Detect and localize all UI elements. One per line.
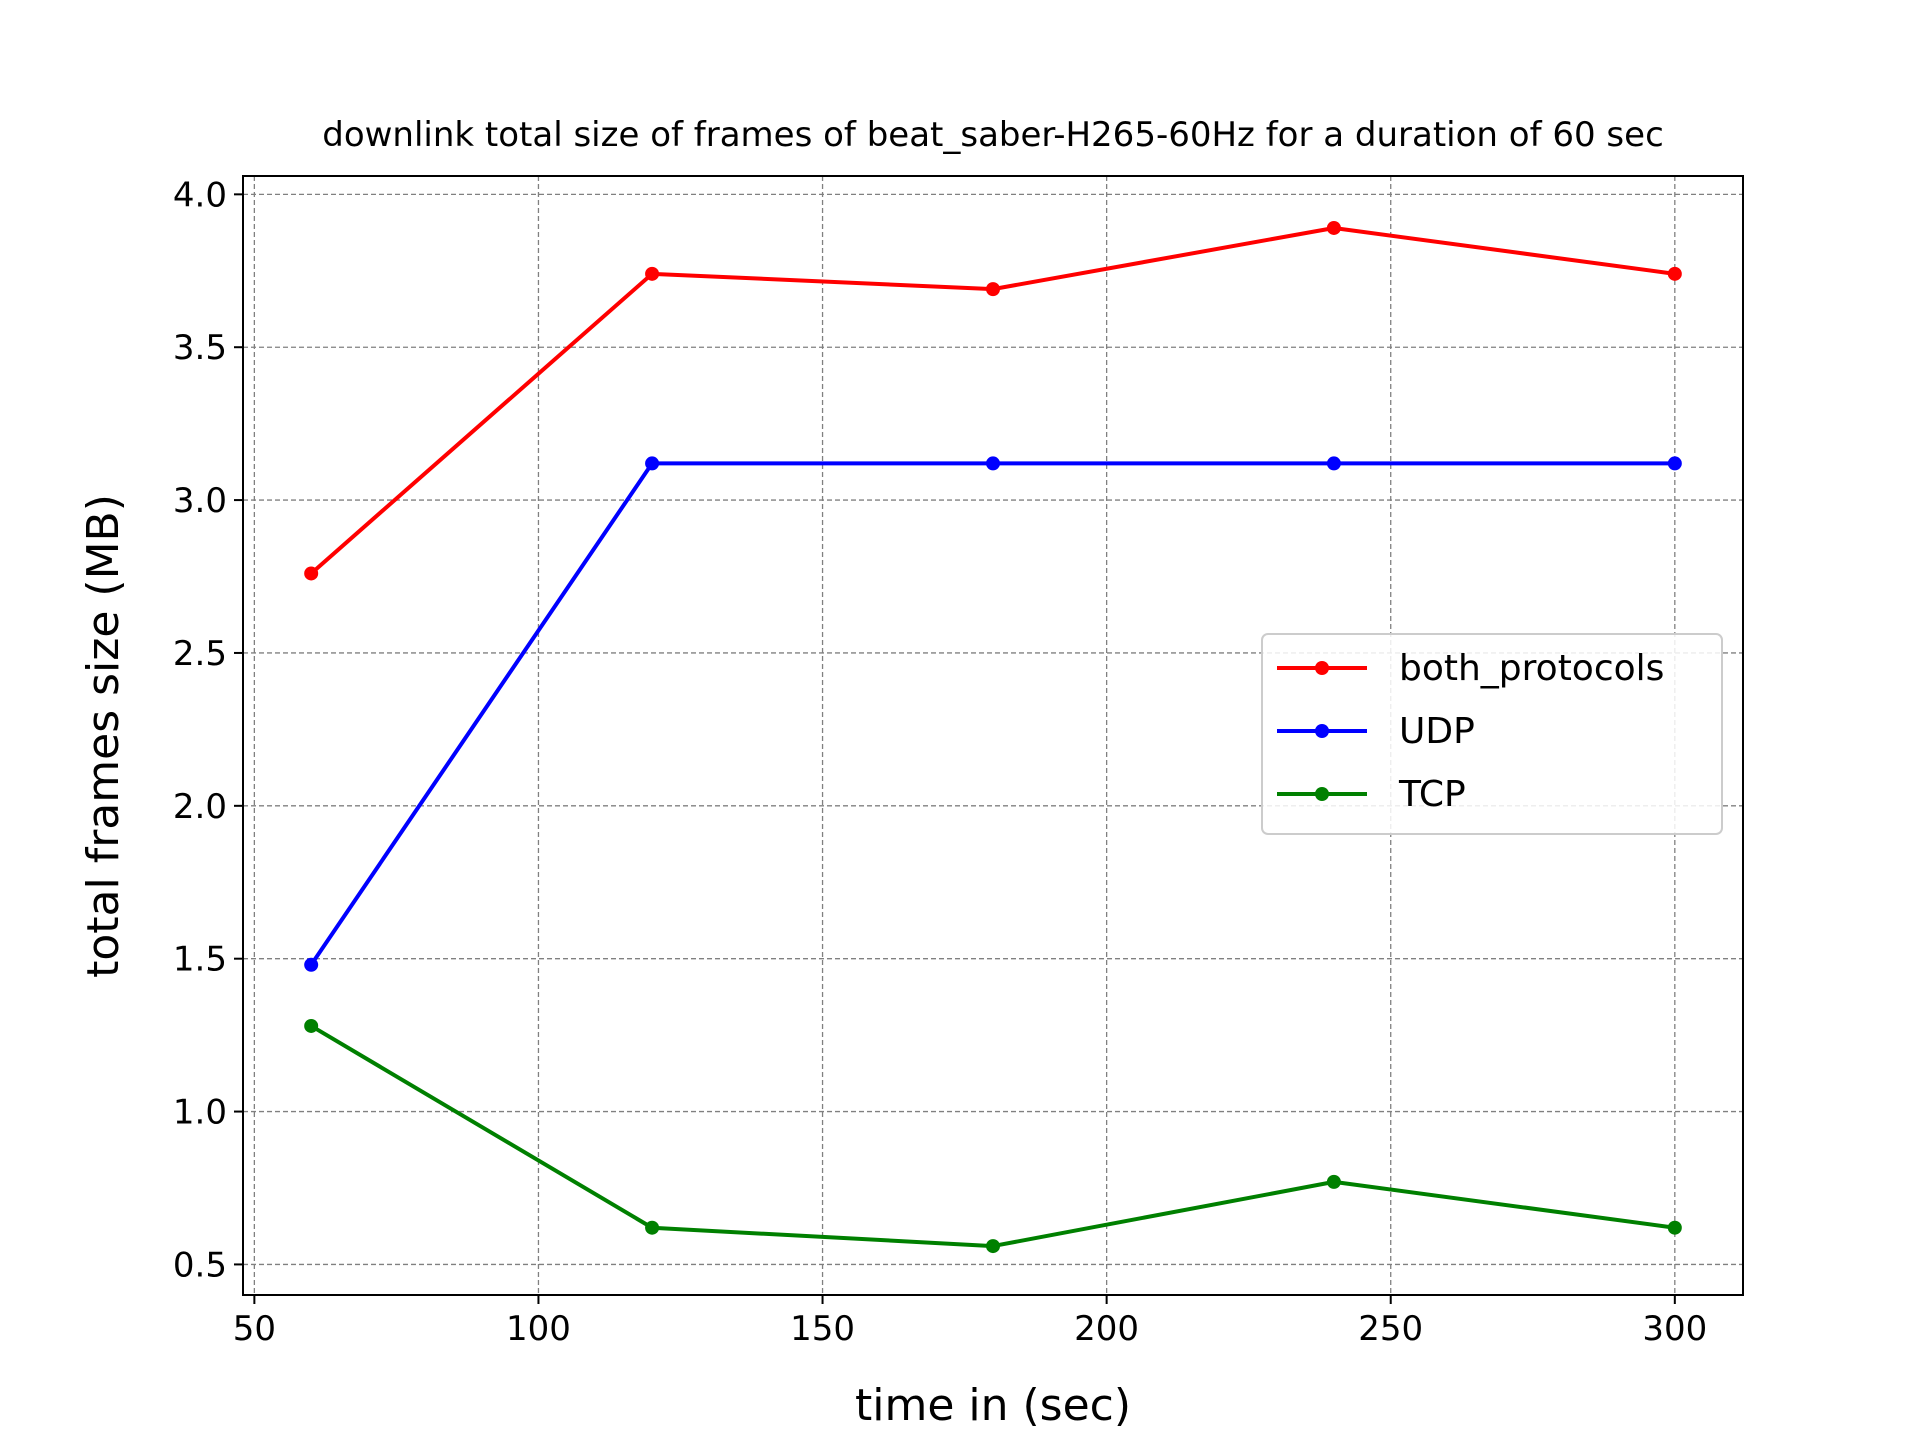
- y-axis-label: total frames size (MB): [78, 494, 129, 978]
- legend-swatch-marker: [1315, 661, 1329, 675]
- series-tcp: [304, 1018, 1682, 1254]
- data-point: [645, 266, 660, 281]
- x-axis-label: time in (sec): [855, 1380, 1131, 1431]
- legend-swatch-marker: [1315, 724, 1329, 738]
- data-point: [304, 566, 319, 581]
- legend-box: [1261, 633, 1723, 835]
- legend-item: both_protocols: [1277, 648, 1664, 689]
- series-udp: [304, 456, 1682, 972]
- x-tick-label: 300: [1642, 1309, 1707, 1349]
- data-point: [1326, 456, 1341, 471]
- y-tick-label: 2.5: [173, 634, 227, 674]
- y-tick-label: 4.0: [173, 175, 227, 215]
- y-tick-label: 3.5: [173, 328, 227, 368]
- data-point: [986, 456, 1000, 471]
- legend-item: UDP: [1277, 711, 1475, 752]
- y-tick-label: 3.0: [173, 481, 227, 521]
- data-point: [1326, 220, 1341, 235]
- data-point: [1667, 456, 1682, 471]
- axis-ticks: 50 100 150 200 250 300 0.5 1.0 1.5 2.0 2.5 3.0 3.5 4.…: [173, 175, 1707, 1349]
- legend-label: both_protocols: [1399, 648, 1664, 689]
- y-tick-label: 1.0: [173, 1093, 227, 1133]
- legend-swatch-marker: [1315, 787, 1329, 801]
- y-tick-label: 1.5: [173, 940, 227, 980]
- x-tick-label: 50: [233, 1309, 276, 1349]
- legend: both_protocols UDP TCP: [1261, 633, 1723, 835]
- data-point: [1667, 1220, 1682, 1235]
- data-point: [304, 1018, 319, 1033]
- data-point: [304, 957, 319, 972]
- data-point: [645, 1220, 660, 1235]
- x-tick-label: 100: [506, 1309, 571, 1349]
- x-tick-label: 150: [790, 1309, 855, 1349]
- plot-frame: [242, 175, 1744, 1296]
- series-both-protocols: [304, 220, 1682, 581]
- legend-item: TCP: [1277, 774, 1466, 815]
- chart-title: downlink total size of frames of beat_sa…: [322, 115, 1664, 155]
- x-tick-label: 250: [1358, 1309, 1423, 1349]
- data-point: [986, 282, 1000, 297]
- y-tick-label: 0.5: [173, 1245, 227, 1285]
- legend-label: TCP: [1398, 774, 1466, 815]
- legend-label: UDP: [1399, 711, 1475, 752]
- series-layer: [304, 220, 1682, 1254]
- data-point: [1326, 1174, 1341, 1189]
- x-tick-label: 200: [1074, 1309, 1139, 1349]
- data-point: [1667, 266, 1682, 281]
- y-tick-label: 2.0: [173, 787, 227, 827]
- data-point: [986, 1239, 1000, 1254]
- data-point: [645, 456, 660, 471]
